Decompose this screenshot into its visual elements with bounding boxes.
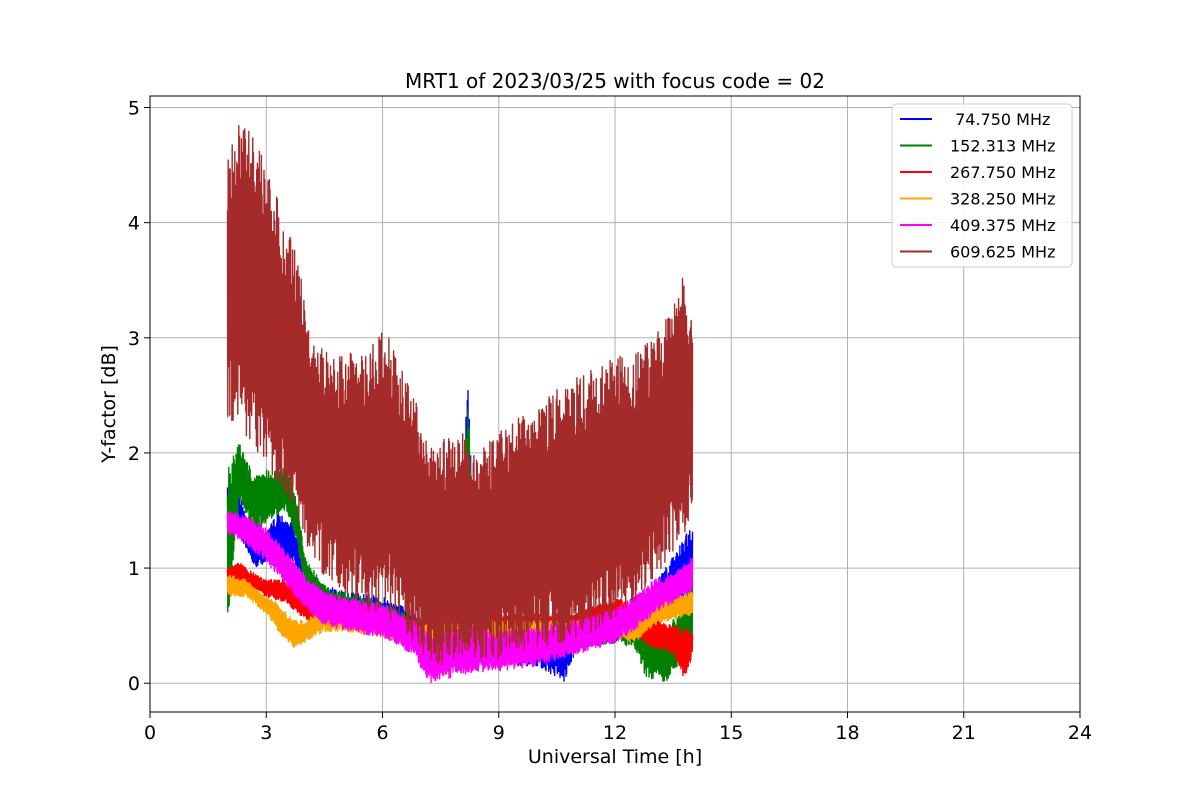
legend-label: 267.750 MHz	[950, 163, 1055, 182]
y-tick-label: 3	[128, 328, 140, 350]
y-tick-label: 4	[128, 213, 140, 235]
y-tick-label: 5	[128, 98, 140, 120]
x-axis-label: Universal Time [h]	[528, 746, 702, 768]
series-line-5	[226, 124, 694, 666]
legend-box	[891, 103, 1073, 268]
legend-label: 409.375 MHz	[950, 216, 1055, 235]
y-axis-label: Y-factor [dB]	[98, 345, 120, 464]
legend-label: 609.625 MHz	[950, 243, 1055, 262]
x-tick-label: 12	[603, 722, 627, 744]
y-tick-label: 1	[128, 558, 140, 580]
x-tick-label: 0	[144, 722, 156, 744]
x-tick-label: 6	[376, 722, 388, 744]
legend-label: 74.750 MHz	[950, 110, 1050, 129]
x-tick-label: 3	[260, 722, 272, 744]
chart-title: MRT1 of 2023/03/25 with focus code = 02	[405, 69, 825, 93]
x-tick-label: 21	[952, 722, 976, 744]
legend-label: 328.250 MHz	[950, 190, 1055, 209]
y-axis: 0 1 2 3 4 5	[128, 98, 150, 695]
x-tick-label: 15	[719, 722, 743, 744]
x-tick-label: 18	[835, 722, 859, 744]
plot-series	[226, 124, 694, 684]
y-tick-label: 2	[128, 443, 140, 465]
x-tick-label: 24	[1068, 722, 1092, 744]
legend: 74.750 MHz 152.313 MHz 267.750 MHz 328.250 …	[891, 103, 1073, 268]
legend-label: 152.313 MHz	[950, 137, 1055, 156]
x-tick-label: 9	[493, 722, 505, 744]
y-tick-label: 0	[128, 673, 140, 695]
x-axis: 0 3 6 9 12 15 18 21 24	[144, 712, 1092, 744]
